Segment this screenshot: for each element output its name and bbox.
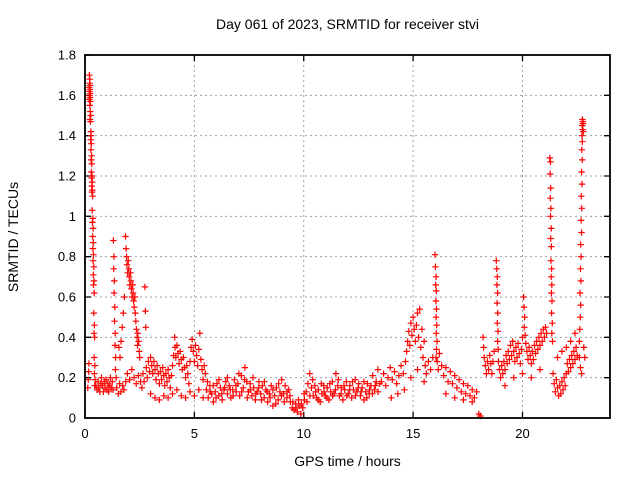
y-tick-label: 0.4 — [58, 330, 76, 345]
y-tick-label: 1.6 — [58, 88, 76, 103]
x-tick-label: 5 — [191, 426, 198, 441]
y-tick-label: 1.8 — [58, 48, 76, 63]
y-tick-label: 0.2 — [58, 370, 76, 385]
x-axis-label: GPS time / hours — [294, 453, 401, 469]
y-tick-label: 1 — [69, 209, 76, 224]
y-tick-label: 1.2 — [58, 169, 76, 184]
y-tick-label: 1.4 — [58, 128, 76, 143]
y-tick-label: 0.6 — [58, 290, 76, 305]
chart-title: Day 061 of 2023, SRMTID for receiver stv… — [216, 16, 479, 32]
data-points-SRMTID — [84, 72, 588, 420]
y-tick-label: 0.8 — [58, 249, 76, 264]
plot-frame — [84, 54, 611, 419]
x-tick-label: 10 — [297, 426, 311, 441]
y-tick-label: 0 — [69, 411, 76, 426]
x-tick-label: 20 — [515, 426, 529, 441]
x-tick-label: 0 — [81, 426, 88, 441]
x-tick-label: 15 — [406, 426, 420, 441]
